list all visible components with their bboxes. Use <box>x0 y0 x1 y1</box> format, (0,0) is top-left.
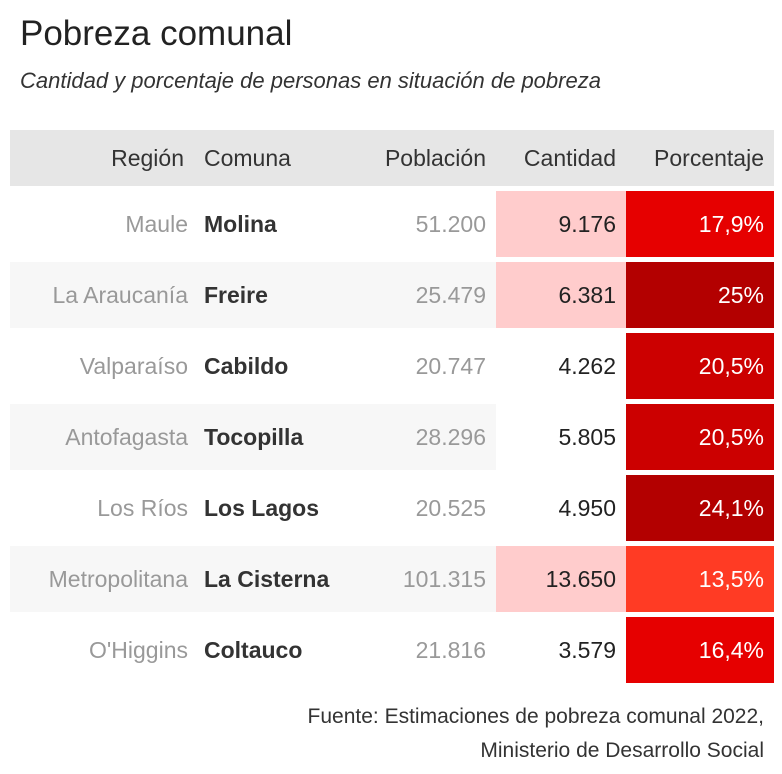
header-region: Región <box>10 130 194 186</box>
source-note: Fuente: Estimaciones de pobreza comunal … <box>64 700 764 768</box>
cantidad-cell: 3.579 <box>558 636 616 663</box>
comuna-cell: Molina <box>204 210 277 237</box>
chart-subtitle: Cantidad y porcentaje de personas en sit… <box>20 68 601 93</box>
table-body: Maule Molina 51.200 9.176 17,9% La Araucanía F… <box>10 191 774 683</box>
poblacion-cell: 51.200 <box>415 210 486 237</box>
comuna-cell: Freire <box>194 262 347 328</box>
poblacion-cell: 101.315 <box>347 546 496 612</box>
porcentaje-cell: 16,4% <box>626 617 774 683</box>
comuna-cell: La Cisterna <box>194 546 347 612</box>
comuna-cell: Cabildo <box>204 352 289 379</box>
poblacion-cell: 20.747 <box>415 352 486 379</box>
cantidad-cell: 4.950 <box>558 494 616 521</box>
region-cell: Metropolitana <box>10 546 194 612</box>
region-cell: Valparaíso <box>79 352 188 379</box>
source-line-2: Ministerio de Desarrollo Social <box>480 739 764 762</box>
cantidad-cell: 5.805 <box>558 423 616 450</box>
porcentaje-cell: 24,1% <box>626 475 774 541</box>
porcentaje-cell: 17,9% <box>626 191 774 257</box>
region-cell: La Araucanía <box>10 262 194 328</box>
table-row: Los Ríos Los Lagos 20.525 4.950 24,1% <box>10 475 774 541</box>
chart-title: Pobreza comunal <box>20 14 293 53</box>
porcentaje-cell: 20,5% <box>626 404 774 470</box>
header-cantidad: Cantidad <box>496 130 626 186</box>
comuna-cell: Los Lagos <box>204 494 320 521</box>
poblacion-cell: 28.296 <box>347 404 496 470</box>
table-row: Valparaíso Cabildo 20.747 4.262 20,5% <box>10 333 774 399</box>
comuna-cell: Coltauco <box>204 636 303 663</box>
table-row: La Araucanía Freire 25.479 6.381 25% <box>10 262 774 328</box>
poblacion-cell: 25.479 <box>347 262 496 328</box>
region-cell: Maule <box>125 210 188 237</box>
porcentaje-cell: 25% <box>626 262 774 328</box>
header-poblacion: Población <box>347 130 496 186</box>
region-cell: Antofagasta <box>10 404 194 470</box>
porcentaje-cell: 13,5% <box>626 546 774 612</box>
header-porcentaje: Porcentaje <box>626 130 774 186</box>
header-comuna: Comuna <box>194 130 347 186</box>
cantidad-cell: 4.262 <box>558 352 616 379</box>
cantidad-cell: 13.650 <box>496 546 626 612</box>
source-line-1: Fuente: Estimaciones de pobreza comunal … <box>307 705 764 728</box>
porcentaje-cell: 20,5% <box>626 333 774 399</box>
region-cell: O'Higgins <box>89 636 188 663</box>
poverty-table: Región Comuna Población Cantidad Porcent… <box>10 125 774 688</box>
table-header-row: Región Comuna Población Cantidad Porcent… <box>10 130 774 186</box>
comuna-cell: Tocopilla <box>194 404 347 470</box>
table-row: O'Higgins Coltauco 21.816 3.579 16,4% <box>10 617 774 683</box>
region-cell: Los Ríos <box>97 494 188 521</box>
poblacion-cell: 20.525 <box>415 494 486 521</box>
table-row: Maule Molina 51.200 9.176 17,9% <box>10 191 774 257</box>
cantidad-cell: 6.381 <box>496 262 626 328</box>
cantidad-cell: 9.176 <box>496 191 626 257</box>
poblacion-cell: 21.816 <box>415 636 486 663</box>
table-row: Antofagasta Tocopilla 28.296 5.805 20,5% <box>10 404 774 470</box>
table-row: Metropolitana La Cisterna 101.315 13.650 13,… <box>10 546 774 612</box>
